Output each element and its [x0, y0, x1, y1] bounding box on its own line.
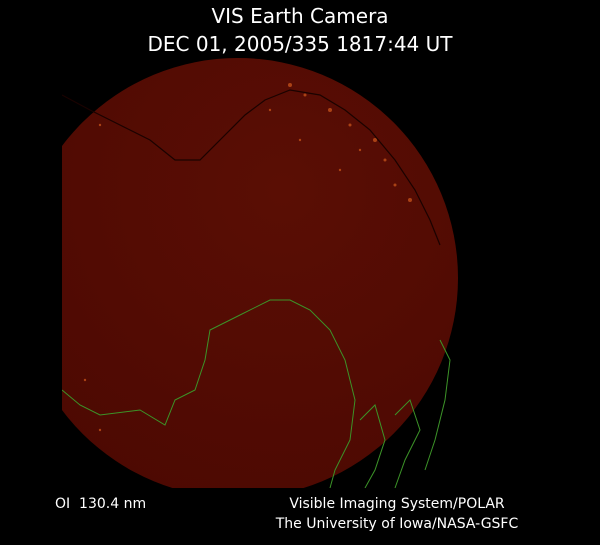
earth-image: [62, 58, 458, 488]
filter-label: OI 130.4 nm: [55, 496, 146, 512]
earth-disk: [62, 58, 458, 488]
coastline: [62, 299, 451, 488]
aurora-dots: [83, 83, 412, 432]
coastline-dark: [62, 89, 441, 246]
timestamp: DEC 01, 2005/335 1817:44 UT: [148, 32, 454, 56]
title: VIS Earth Camera: [211, 4, 388, 28]
credit-line: Visible Imaging System/POLAR: [289, 496, 505, 512]
credit-line: The University of Iowa/NASA-GSFC: [275, 516, 519, 532]
